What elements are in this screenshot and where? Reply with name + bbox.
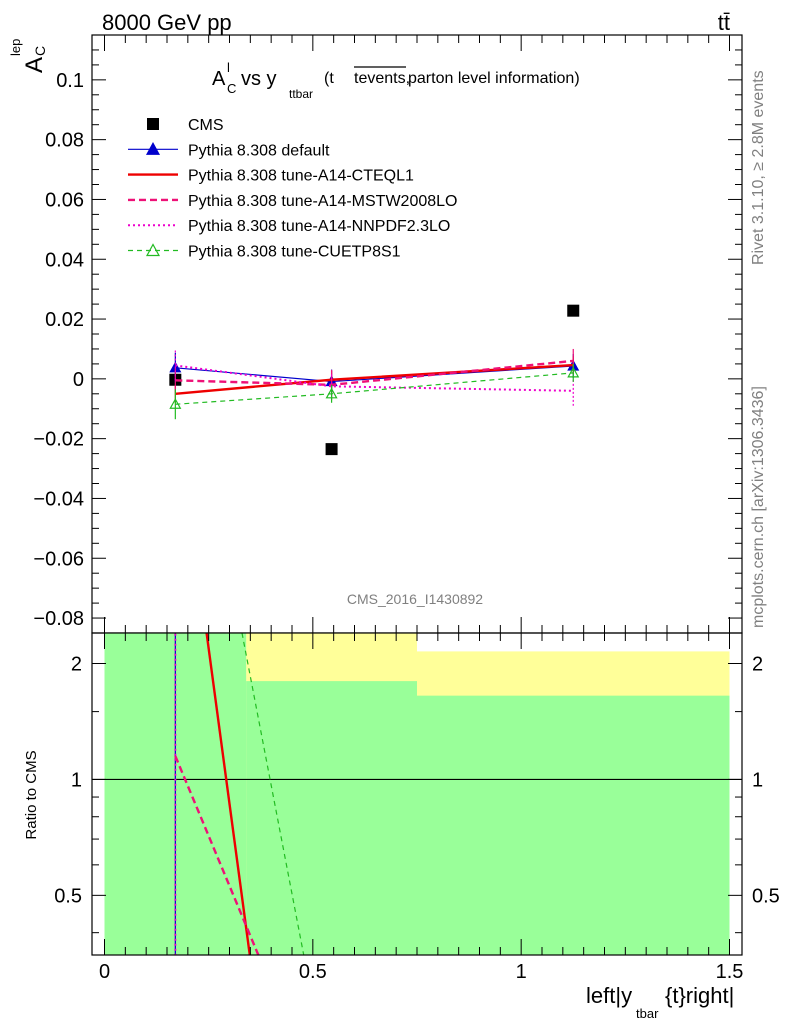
title-sup: l (227, 60, 230, 75)
mcplots-label: mcplots.cern.ch [arXiv:1306.3436] (750, 386, 767, 628)
x-tick-label: 0.5 (299, 961, 327, 983)
cms-data-point (567, 304, 580, 317)
legend: CMS Pythia 8.308 default Pythia 8.308 tune… (128, 117, 457, 261)
ratio-lines (174, 633, 305, 955)
main-y-tick-label: −0.06 (33, 548, 84, 570)
legend-marker-triangle (145, 142, 161, 155)
ratio-y-tick-label-right: 2 (752, 653, 763, 675)
ratio-y-tick-label-right: 0.5 (752, 885, 780, 907)
title-paren-open: (t (324, 70, 334, 87)
plot-title: A l C vs y ttbar (t tevents, parton leve… (212, 60, 580, 101)
main-y-tick-label: −0.04 (33, 488, 84, 510)
legend-entry-label: Pythia 8.308 default (188, 142, 330, 159)
x-tick-label: 1.5 (716, 961, 744, 983)
legend-marker-cms (147, 118, 159, 130)
main-y-tick-label: 0.04 (45, 249, 84, 271)
cms-data-point (325, 443, 338, 456)
x-ticks (104, 633, 730, 955)
series-marker (169, 398, 182, 409)
y-axis-label-sup: lep (8, 39, 23, 56)
main-y-tick-labels: 0.1 0.08 0.06 0.04 0.02 0 −0.02 −0.04 −0.06 −0.08 (33, 70, 84, 630)
main-y-tick-label: −0.08 (33, 608, 84, 630)
analysis-watermark: CMS_2016_I1430892 (347, 591, 483, 607)
ratio-series-line (174, 755, 260, 955)
x-axis-label-pre: left|y (586, 983, 632, 1008)
header-left: 8000 GeV pp (102, 10, 232, 35)
main-y-tick-label: 0.08 (45, 130, 84, 152)
title-sub: C (227, 81, 236, 96)
main-y-tick-label: 0 (73, 369, 84, 391)
series-marker (325, 387, 338, 399)
main-y-tick-label: −0.02 (33, 429, 84, 451)
title-vs: vs y (241, 68, 277, 90)
ratio-y-label: Ratio to CMS (23, 750, 40, 839)
ratio-ticks (92, 662, 742, 934)
legend-entry-label: CMS (188, 117, 224, 134)
ratio-band-green (246, 681, 417, 955)
title-vs-sub: ttbar (289, 87, 313, 101)
main-y-tick-label: 0.06 (45, 189, 84, 211)
ratio-y-tick-label-left: 2 (71, 653, 82, 675)
main-y-ticks (92, 49, 742, 634)
ratio-y-tick-label-left: 1 (71, 769, 82, 791)
x-axis-label: left|y tbar {t}right| (586, 983, 734, 1021)
ratio-y-tick-labels: 2 2 1 1 0.5 0.5 (54, 653, 780, 907)
header-right: tt̄ (718, 10, 730, 35)
main-data (169, 304, 580, 456)
x-tick-labels: 0 0.5 1 1.5 (99, 961, 743, 983)
ratio-band-green (417, 695, 730, 955)
legend-entry-label: Pythia 8.308 tune-A14-NNPDF2.3LO (188, 218, 450, 235)
series-marker (567, 366, 580, 378)
x-axis-label-sub: tbar (636, 1006, 659, 1021)
ratio-y-tick-label-left: 0.5 (54, 885, 82, 907)
title-a: A (212, 68, 226, 90)
x-tick-label: 0 (99, 961, 110, 983)
main-y-tick-label: 0.02 (45, 309, 84, 331)
main-panel: 0.1 0.08 0.06 0.04 0.02 0 −0.02 −0.04 −0.06 −0.08… (8, 34, 743, 634)
rivet-version-label: Rivet 3.1.10, ≥ 2.8M events (750, 70, 767, 265)
main-x-ticks (104, 35, 730, 633)
ratio-panel: 2 2 1 1 0.5 0.5 Ratio to CMS 0 0.5 1 1.5 left|y … (23, 632, 780, 1021)
x-tick-label: 1 (516, 961, 527, 983)
title-paren-rest: parton level information) (408, 70, 580, 87)
legend-entry-label: Pythia 8.308 tune-A14-MSTW2008LO (188, 193, 457, 210)
title-overline-text: tevents, (354, 70, 410, 87)
ratio-bands (92, 633, 742, 955)
y-axis-label: A C lep (8, 39, 48, 73)
main-y-tick-label: 0.1 (56, 70, 84, 92)
x-axis-label-post: {t}right| (665, 983, 734, 1008)
legend-marker-triangle (145, 243, 161, 257)
legend-entry-label: Pythia 8.308 tune-CUETP8S1 (188, 244, 401, 261)
ratio-y-tick-label-right: 1 (752, 769, 763, 791)
legend-entry-label: Pythia 8.308 tune-A14-CTEQL1 (188, 168, 414, 185)
y-axis-label-sub: C (32, 46, 48, 56)
y-axis-label-base: A (21, 57, 48, 73)
